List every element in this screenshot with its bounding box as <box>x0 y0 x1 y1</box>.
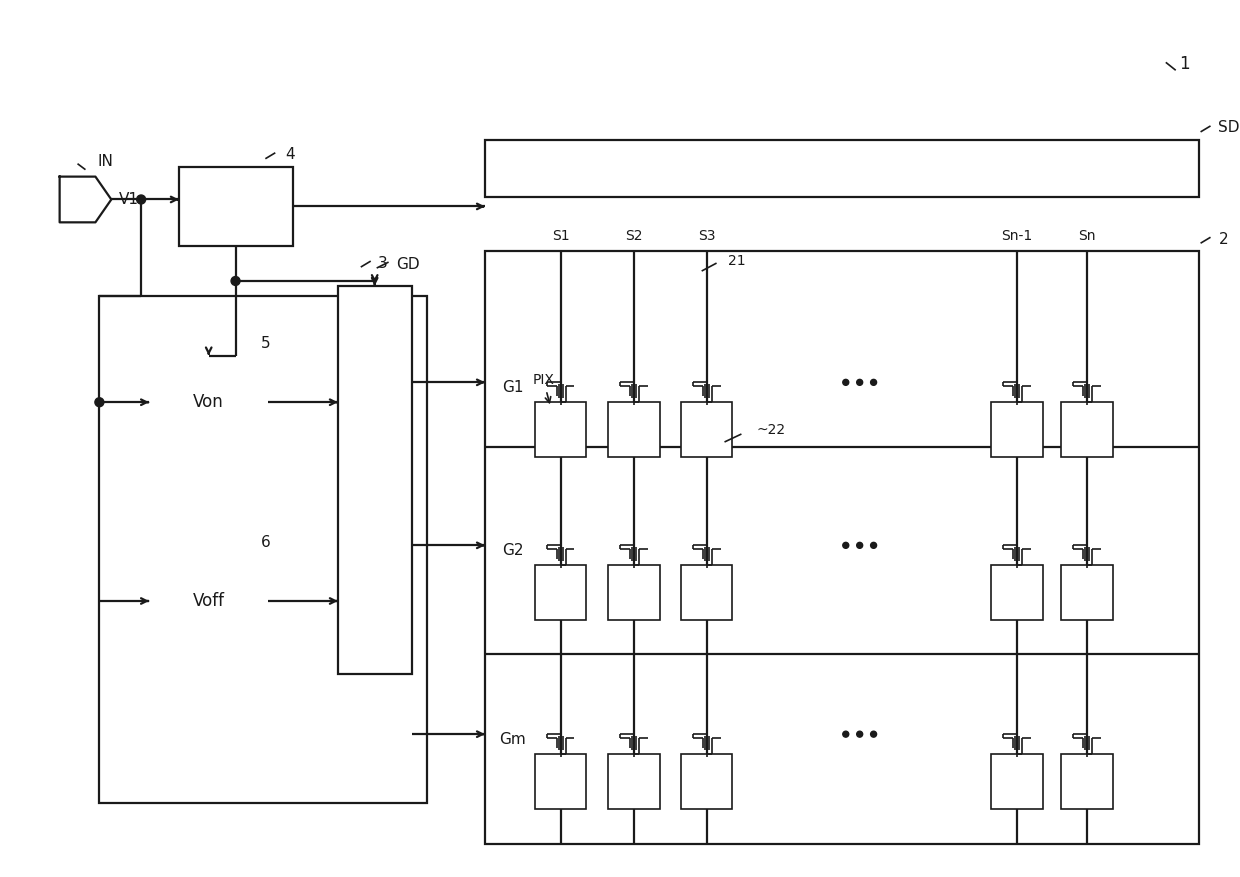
Text: Gm: Gm <box>500 731 526 746</box>
Bar <box>534 754 587 809</box>
Bar <box>1061 403 1114 457</box>
Bar <box>991 565 1043 620</box>
Bar <box>681 403 733 457</box>
Bar <box>485 251 1199 845</box>
Bar <box>681 565 733 620</box>
Text: G2: G2 <box>502 543 523 558</box>
Bar <box>534 403 587 457</box>
Bar <box>991 403 1043 457</box>
Bar <box>339 286 413 674</box>
Circle shape <box>857 542 863 548</box>
Circle shape <box>95 398 104 407</box>
Text: Von: Von <box>193 393 224 411</box>
Bar <box>609 403 660 457</box>
Text: GD: GD <box>397 257 420 272</box>
Text: 2: 2 <box>1219 232 1228 246</box>
Bar <box>609 754 660 809</box>
Text: SD: SD <box>1219 120 1240 135</box>
Text: ~22: ~22 <box>756 423 785 437</box>
Text: Voff: Voff <box>192 592 224 610</box>
Text: IN: IN <box>98 154 113 169</box>
Text: Sn-1: Sn-1 <box>1001 229 1033 243</box>
Bar <box>485 139 1199 197</box>
Circle shape <box>231 276 241 285</box>
Bar <box>99 296 428 802</box>
Text: 1: 1 <box>1179 55 1190 74</box>
Bar <box>149 554 268 649</box>
Bar <box>681 754 733 809</box>
Text: 6: 6 <box>260 535 270 550</box>
Circle shape <box>870 731 877 738</box>
Circle shape <box>843 542 848 548</box>
Text: S2: S2 <box>625 229 642 243</box>
Bar <box>149 355 268 450</box>
Text: 21: 21 <box>728 254 746 268</box>
Text: S1: S1 <box>552 229 569 243</box>
Circle shape <box>857 380 863 385</box>
Bar <box>1061 754 1114 809</box>
Circle shape <box>870 542 877 548</box>
Text: 3: 3 <box>378 255 388 271</box>
Bar <box>534 565 587 620</box>
Text: Sn: Sn <box>1079 229 1096 243</box>
Circle shape <box>870 380 877 385</box>
Bar <box>991 754 1043 809</box>
Circle shape <box>136 195 145 204</box>
Text: G1: G1 <box>502 380 523 395</box>
Text: S3: S3 <box>698 229 715 243</box>
Circle shape <box>843 380 848 385</box>
Text: PIX: PIX <box>533 374 554 403</box>
Circle shape <box>843 731 848 738</box>
Bar <box>1061 565 1114 620</box>
Text: 5: 5 <box>260 336 270 351</box>
Bar <box>609 565 660 620</box>
Circle shape <box>857 731 863 738</box>
Bar <box>179 167 293 246</box>
Text: V1: V1 <box>119 192 139 207</box>
Text: 4: 4 <box>285 147 295 162</box>
